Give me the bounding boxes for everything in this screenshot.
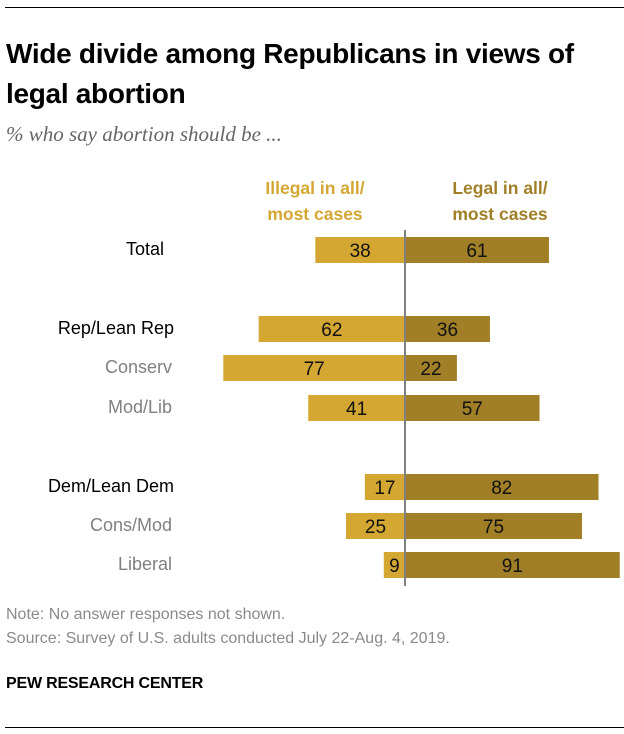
chart-title: Wide divide among Republicans in views o… <box>6 38 574 109</box>
bar-label-legal: 75 <box>483 517 504 538</box>
bar-label-illegal: 9 <box>389 556 400 577</box>
category-label: Conserv <box>104 357 172 377</box>
bar-label-legal: 57 <box>462 399 483 420</box>
category-label: Cons/Mod <box>89 515 172 535</box>
source-text: Source: Survey of U.S. adults conducted … <box>6 630 450 647</box>
bar-illegal <box>383 552 405 578</box>
category-label: Rep/Lean Rep <box>57 318 174 338</box>
bar-legal <box>405 552 620 578</box>
legend-illegal-line2: most cases <box>267 204 363 224</box>
bar-label-legal: 36 <box>437 320 458 341</box>
bar-legal <box>405 395 540 421</box>
bar-legal <box>405 513 582 539</box>
bar-label-illegal: 17 <box>374 478 395 499</box>
legend-legal-line2: most cases <box>452 204 548 224</box>
bar-label-illegal: 62 <box>321 320 342 341</box>
category-label: Total <box>125 239 164 259</box>
category-label: Dem/Lean Dem <box>47 476 174 496</box>
bar-label-legal: 82 <box>491 478 512 499</box>
bar-legal <box>405 237 549 263</box>
legend-illegal-line1: Illegal in all/ <box>265 178 365 198</box>
bar-label-legal: 61 <box>466 241 487 262</box>
legend-legal-line1: Legal in all/ <box>452 178 548 198</box>
bar-label-legal: 22 <box>420 359 441 380</box>
bar-illegal <box>223 355 405 381</box>
bar-illegal <box>258 316 405 342</box>
pew-logo-text: PEW RESEARCH CENTER <box>6 675 204 692</box>
legend-legal: Legal in all/ most cases <box>420 175 580 227</box>
chart-subtitle: % who say abortion should be ... <box>6 122 282 146</box>
top-rule <box>5 7 624 8</box>
bar-label-illegal: 41 <box>346 399 367 420</box>
bar-illegal <box>315 237 405 263</box>
bar-legal <box>405 474 599 500</box>
category-label: Liberal <box>117 554 172 574</box>
bar-label-illegal: 25 <box>365 517 386 538</box>
bar-illegal <box>308 395 405 421</box>
bar-label-legal: 91 <box>502 556 523 577</box>
bar-legal <box>405 316 490 342</box>
legend-illegal: Illegal in all/ most cases <box>240 175 390 227</box>
bar-label-illegal: 77 <box>304 359 325 380</box>
bottom-rule <box>5 727 624 728</box>
bar-label-illegal: 38 <box>350 241 371 262</box>
category-label: Mod/Lib <box>107 397 172 417</box>
bar-illegal <box>364 474 405 500</box>
bar-illegal <box>346 513 405 539</box>
bar-legal <box>405 355 457 381</box>
note-text: Note: No answer responses not shown. <box>6 606 286 623</box>
